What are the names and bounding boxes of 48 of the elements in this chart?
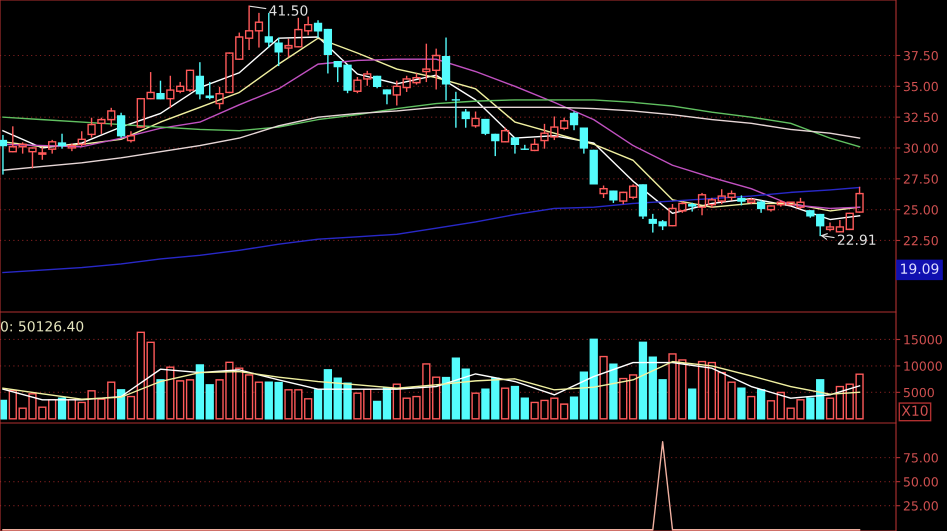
y-tick-label: 27.50 [904, 174, 938, 184]
candlestick [215, 86, 224, 110]
candlestick [363, 70, 372, 86]
candlestick [737, 195, 746, 206]
annotation: 41.50 [269, 5, 308, 16]
y-tick-label: 25.00 [904, 205, 938, 215]
candlestick [452, 92, 460, 128]
y-tick-label: 5000 [904, 388, 934, 398]
y-tick-label: 25.00 [904, 501, 938, 511]
annotation: 22.91 [838, 234, 876, 246]
y-tick-label: 35.00 [904, 82, 938, 92]
candlestick [599, 186, 608, 198]
y-tick-label: 22.50 [904, 236, 938, 246]
y-tick-label: 32.50 [904, 112, 938, 122]
bar [372, 400, 382, 420]
candlestick [274, 38, 283, 66]
bar [156, 379, 165, 420]
candlestick [68, 144, 76, 152]
y-tick-label: 30.00 [904, 143, 938, 153]
bar [254, 382, 264, 420]
bar [382, 387, 392, 420]
candlestick [462, 109, 470, 128]
candlestick [196, 62, 204, 100]
bar [747, 396, 756, 420]
bar [688, 388, 696, 420]
line-series [2, 99, 860, 148]
y-tick-label: 15000 [904, 334, 942, 344]
bar [756, 389, 766, 420]
y-tick-label: 50.00 [904, 477, 938, 487]
bar [609, 364, 618, 420]
y-tick-label: 75.00 [904, 453, 938, 463]
y-tick-label: 37.50 [904, 50, 938, 60]
text: X10 [902, 405, 928, 416]
bar [215, 379, 224, 420]
bar [58, 397, 66, 420]
y-tick-label: 10000 [904, 361, 942, 371]
candlestick [206, 82, 214, 100]
bar [116, 389, 126, 420]
candlestick [442, 38, 450, 101]
line-series [2, 106, 860, 171]
candlestick [87, 118, 96, 138]
bar [471, 392, 480, 420]
bar [599, 356, 608, 420]
annotation: 0: 50126.40 [0, 321, 84, 332]
text: 19.09 [901, 263, 938, 274]
bar [500, 387, 510, 420]
bar [0, 400, 8, 420]
bar [737, 387, 746, 420]
